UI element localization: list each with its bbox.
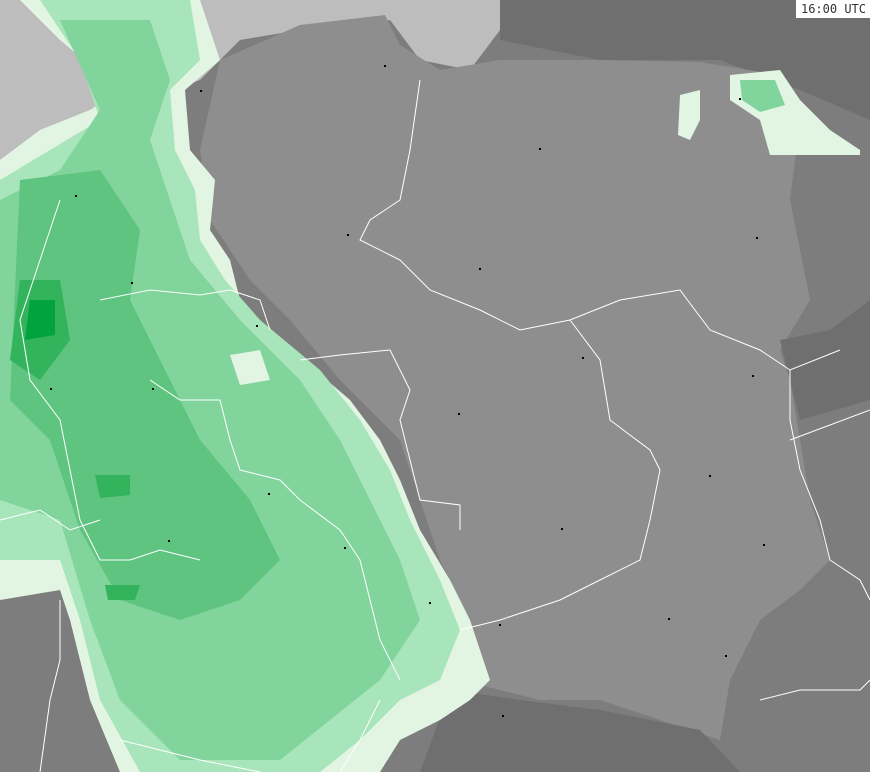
land-dark-east xyxy=(780,300,870,420)
land-dark-northeast xyxy=(500,0,870,120)
land-poland xyxy=(200,15,830,740)
city-markers xyxy=(50,65,765,717)
borders xyxy=(0,79,870,772)
land-dark-south xyxy=(420,690,740,772)
time-label: 16:00 UTC xyxy=(795,0,870,18)
